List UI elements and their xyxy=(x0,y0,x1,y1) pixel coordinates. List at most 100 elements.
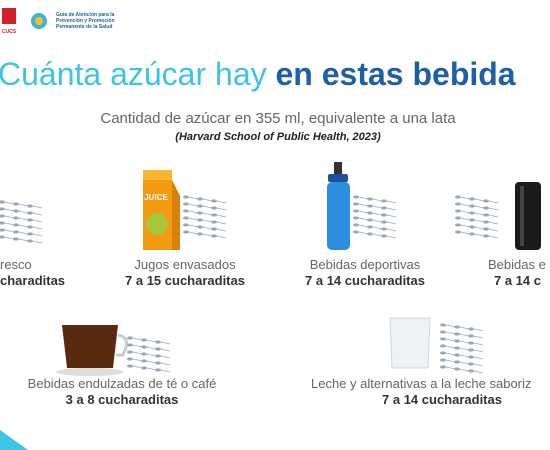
guide-line: Guía de Atención para la xyxy=(56,12,115,18)
spoon-bowl xyxy=(381,206,387,210)
spoon-bowl xyxy=(197,197,203,201)
spoon-bowl xyxy=(155,347,161,351)
spoon-bowl xyxy=(183,223,189,227)
spoon-bowl xyxy=(27,232,33,236)
title-bold: en estas bebida xyxy=(275,56,516,92)
spoon-handle xyxy=(216,235,227,239)
spoon-handle xyxy=(202,233,213,237)
spoon-handle xyxy=(488,200,499,204)
spoon-bowl xyxy=(183,209,189,213)
spoon-bowl xyxy=(211,220,217,224)
spoon-bowl xyxy=(141,338,147,342)
spoon-bowl xyxy=(13,223,19,227)
spoon-bowl xyxy=(155,340,161,344)
spoon-handle xyxy=(372,226,383,230)
spoon-handle xyxy=(202,212,213,216)
spoon-handle xyxy=(4,229,15,233)
spoon-handle xyxy=(146,346,157,350)
spoon-bowl xyxy=(211,199,217,203)
spoon-handle xyxy=(146,367,157,371)
spoon-bowl xyxy=(13,209,19,213)
spoon-handle xyxy=(386,228,397,232)
spoon-bowl xyxy=(353,209,359,213)
spoon-handle xyxy=(445,345,456,349)
spoon-handle xyxy=(32,233,43,237)
spoon-handle xyxy=(32,212,43,216)
spoon-bowl xyxy=(0,221,5,225)
spoon-handle xyxy=(474,205,485,209)
spoon-handle xyxy=(32,240,43,244)
spoon-bowl xyxy=(440,351,446,355)
spoon-handle xyxy=(132,351,143,355)
spoon-handle xyxy=(372,233,383,237)
item-amount: 7 a 14 cucharaditas xyxy=(305,273,425,288)
spoon-handle xyxy=(188,224,199,228)
spoon-bowl xyxy=(483,199,489,203)
spoon-bowl xyxy=(454,332,460,336)
spoon-handle xyxy=(460,210,471,214)
logo xyxy=(2,8,16,24)
guide-logo-center xyxy=(35,17,43,25)
item-amount: charaditas xyxy=(0,273,66,288)
spoon-bowl xyxy=(13,216,19,220)
spoon-bowl xyxy=(483,227,489,231)
spoon-handle xyxy=(488,221,499,225)
spoon-handle xyxy=(18,224,29,228)
spoon-handle xyxy=(473,349,484,353)
spoon-handle xyxy=(473,342,484,346)
spoon-handle xyxy=(188,231,199,235)
spoon-handle xyxy=(358,196,369,200)
spoon-handle xyxy=(18,210,29,214)
spoon-bowl xyxy=(141,366,147,370)
spoon-handle xyxy=(358,210,369,214)
spoon-bowl xyxy=(468,348,474,352)
spoon-handle xyxy=(4,236,15,240)
spoon-handle xyxy=(445,352,456,356)
spoon-bowl xyxy=(454,367,460,371)
spoon-bowl xyxy=(455,216,461,220)
spoon-handle xyxy=(460,203,471,207)
spoon-bowl xyxy=(27,211,33,215)
spoon-handle xyxy=(188,203,199,207)
spoon-handle xyxy=(459,368,470,372)
spoon-bowl xyxy=(0,235,5,239)
spoon-handle xyxy=(473,328,484,332)
spoon-bowl xyxy=(353,195,359,199)
spoon-bowl xyxy=(440,330,446,334)
spoon-bowl xyxy=(468,327,474,331)
spoon-bowl xyxy=(27,225,33,229)
spoon-handle xyxy=(358,203,369,207)
spoon-handle xyxy=(32,219,43,223)
title: Cuánta azúcar hay en estas bebida xyxy=(0,56,516,93)
spoon-bowl xyxy=(211,213,217,217)
spoon-bowl xyxy=(141,352,147,356)
source: (Harvard School of Public Health, 2023) xyxy=(175,131,381,143)
spoon-handle xyxy=(386,221,397,225)
spoon-bowl xyxy=(141,345,147,349)
item-amount: 7 a 15 cucharaditas xyxy=(125,273,245,288)
milk-glass xyxy=(389,317,431,369)
spoon-bowl xyxy=(440,358,446,362)
spoon-bowl xyxy=(0,200,5,204)
spoon-handle xyxy=(474,226,485,230)
spoon-bowl xyxy=(183,202,189,206)
spoon-handle xyxy=(473,356,484,360)
spoon-bowl xyxy=(454,353,460,357)
spoon-bowl xyxy=(183,230,189,234)
spoon-handle xyxy=(488,235,499,239)
spoon-bowl xyxy=(483,206,489,210)
spoon-bowl xyxy=(468,355,474,359)
item-amount: 7 a 14 cucharaditas xyxy=(382,392,502,407)
carton-fruit xyxy=(146,213,168,235)
spoon-bowl xyxy=(455,230,461,234)
spoon-bowl xyxy=(469,232,475,236)
spoon-handle xyxy=(473,370,484,374)
spoon-handle xyxy=(445,359,456,363)
item-name: Bebidas endulzadas de té o café xyxy=(27,376,217,391)
spoon-handle xyxy=(216,207,227,211)
spoon-bowl xyxy=(469,204,475,208)
item-amount: 3 a 8 cucharaditas xyxy=(65,392,179,407)
spoon-bowl xyxy=(469,197,475,201)
spoon-bowl xyxy=(381,199,387,203)
